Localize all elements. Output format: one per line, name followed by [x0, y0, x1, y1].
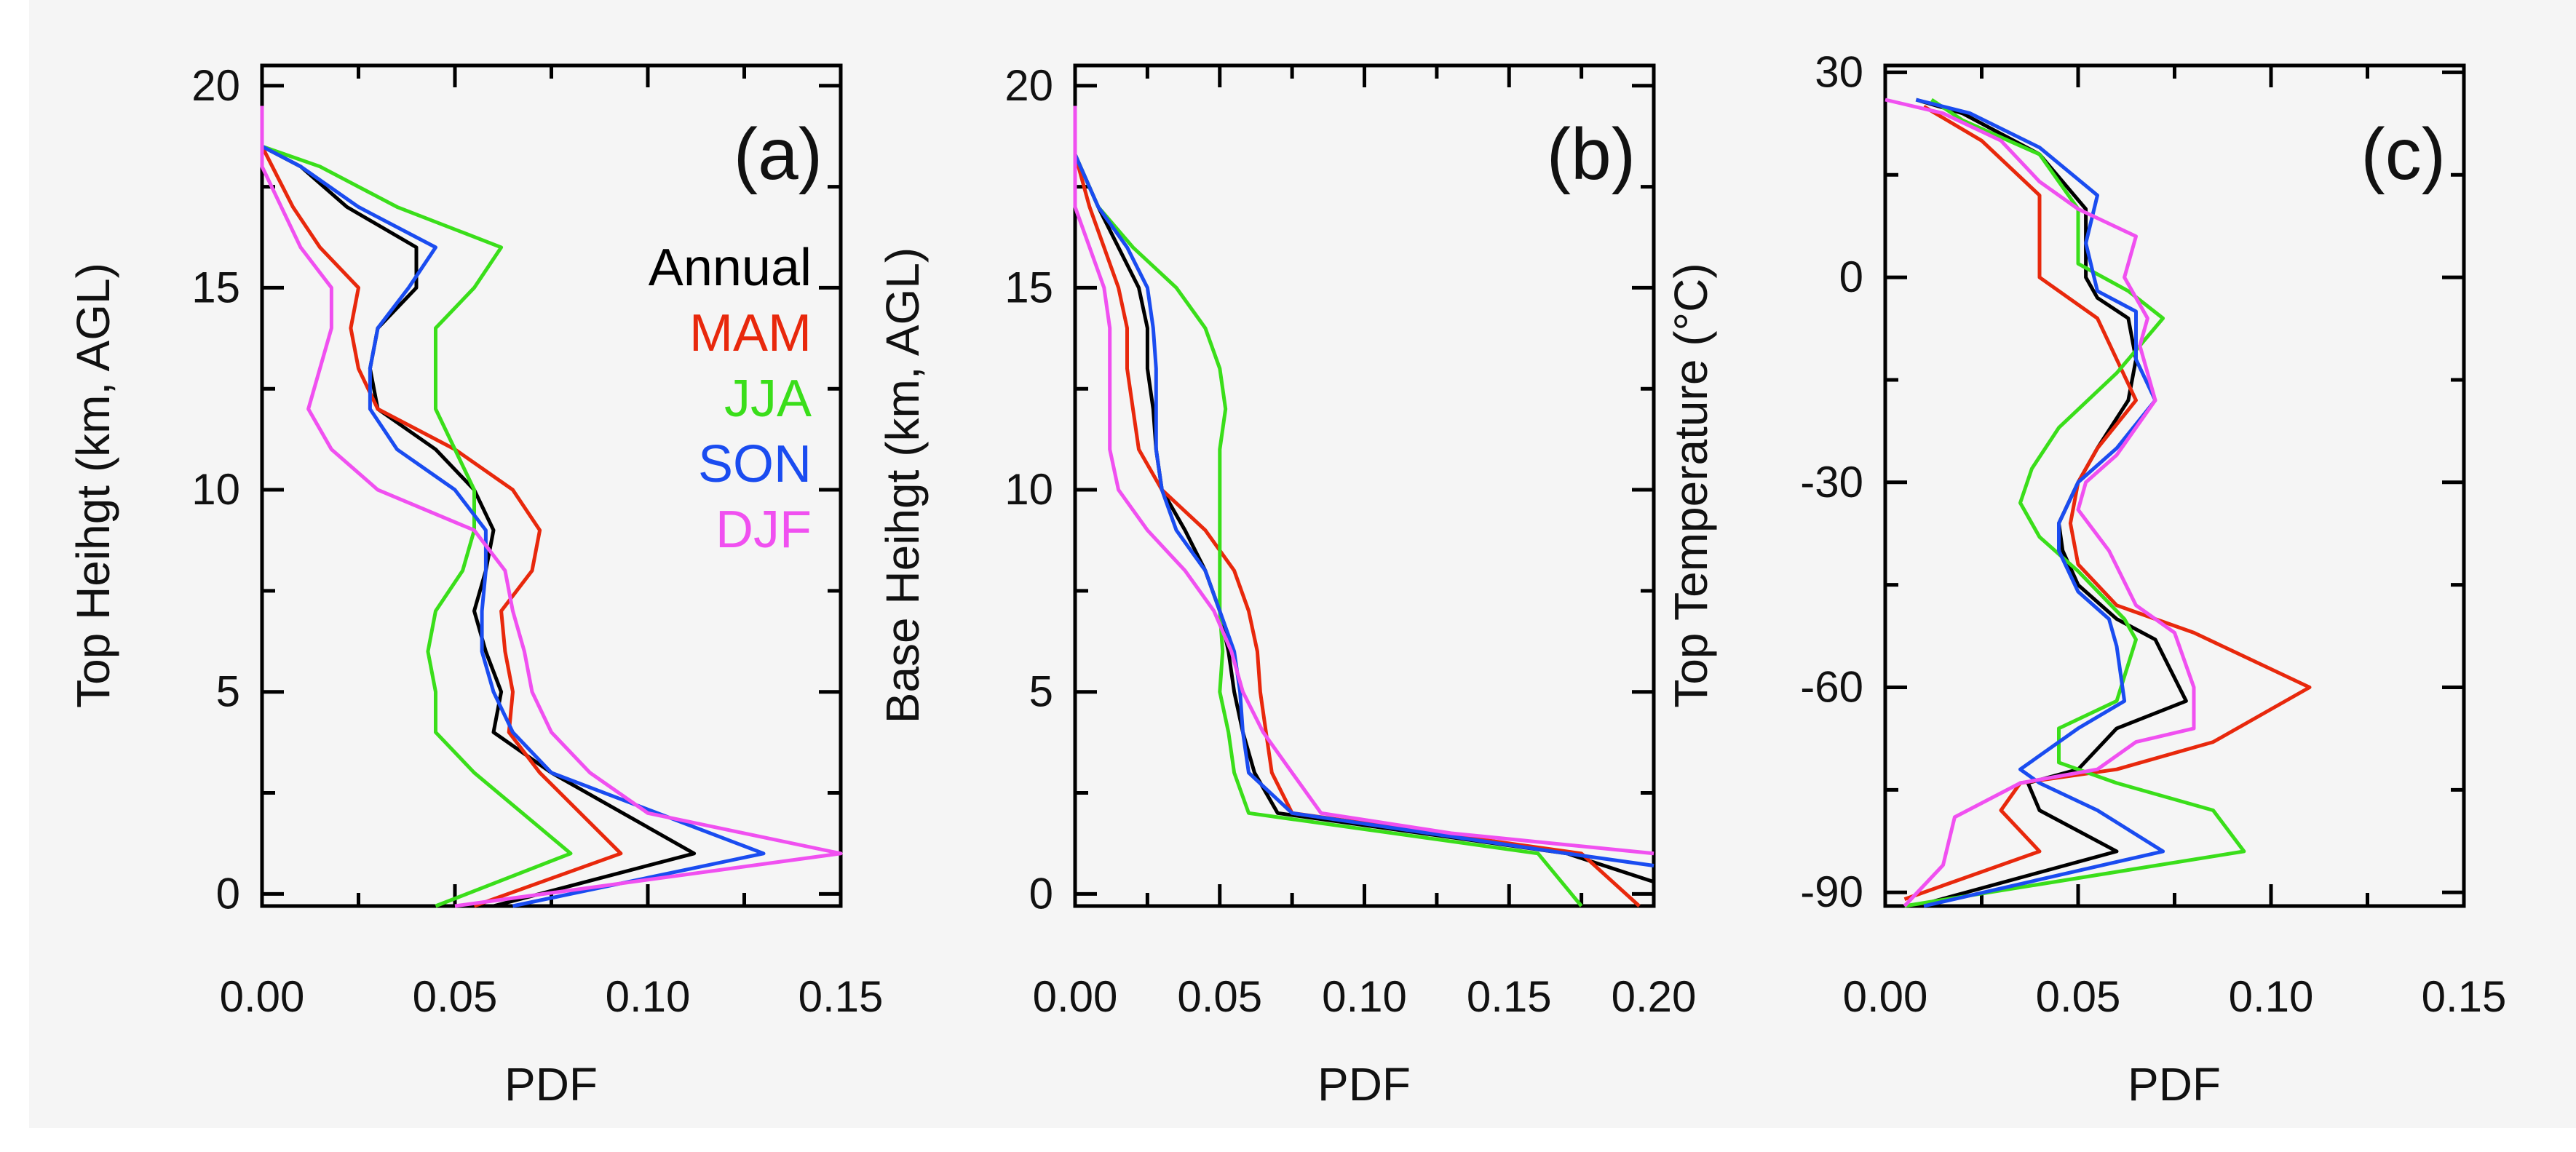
panel-c-x-tick-label: 0.00: [1843, 972, 1928, 1021]
panel-a-y-tick-label: 20: [191, 61, 240, 110]
panel-a-y-tick-label: 15: [191, 263, 240, 311]
panel-a-x-tick-labels: 0.00 0.05 0.10 0.15: [220, 972, 884, 1021]
panel-b-series-line-mam: [1073, 154, 1641, 907]
panel-a-x-axis-title: PDF: [504, 1058, 598, 1111]
figure-background: [29, 0, 2576, 1128]
panel-a-y-tick-label: 10: [191, 465, 240, 514]
legend-entry-mam: MAM: [689, 304, 812, 362]
panel-a-y-tick-labels: 0 5 10 15 20: [191, 61, 240, 918]
panel-b-y-tick-label: 15: [1004, 263, 1053, 311]
panel-a-series-line-mam: [260, 145, 623, 908]
legend: Annual MAM JJA SON DJF: [649, 239, 812, 559]
panel-b-x-tick-label: 0.10: [1322, 972, 1407, 1021]
panel-c-series-line-djf: [1885, 98, 2196, 907]
panel-a: 0.00 0.05 0.10 0.15 0 5 10 15 20 PDF Top Heihgt…: [67, 61, 883, 1111]
panel-a-x-tick-label: 0.15: [798, 972, 884, 1021]
panel-b-y-tick-label: 10: [1004, 465, 1053, 514]
panel-c-series: [1885, 98, 2312, 908]
panel-c-y-tick-label: 0: [1839, 253, 1863, 301]
panel-a-x-tick-label: 0.10: [606, 972, 691, 1021]
panel-a-series: [260, 106, 843, 908]
panel-c-label: (c): [2361, 114, 2446, 195]
panel-c-x-tick-label: 0.15: [2422, 972, 2507, 1021]
panel-a-series-line-djf: [260, 106, 843, 908]
panel-c-y-axis-title: Top Temperature (°C): [1665, 263, 1717, 707]
panel-b-x-tick-label: 0.20: [1612, 972, 1697, 1021]
panel-c-x-axis-title: PDF: [2128, 1058, 2221, 1111]
panel-b-x-tick-label: 0.05: [1177, 972, 1262, 1021]
panel-a-ticks: [260, 65, 843, 906]
panel-b-x-tick-labels: 0.00 0.05 0.10 0.15 0.20: [1033, 972, 1697, 1021]
panel-a-label: (a): [734, 114, 823, 195]
panel-b-y-axis-title: Base Heihgt (km, AGL): [876, 247, 929, 723]
panel-b-x-tick-label: 0.00: [1033, 972, 1118, 1021]
panel-c-y-tick-label: -30: [1800, 458, 1863, 507]
panel-b-y-tick-label: 0: [1029, 869, 1053, 918]
panel-b-label: (b): [1547, 114, 1636, 195]
panel-a-x-tick-label: 0.05: [413, 972, 498, 1021]
panel-c-y-tick-label: -90: [1800, 867, 1863, 916]
panel-b-x-axis-title: PDF: [1317, 1058, 1411, 1111]
panel-b-y-tick-label: 5: [1029, 667, 1053, 716]
panel-c-series-line-son: [1915, 98, 2165, 908]
panel-a-y-tick-label: 5: [216, 667, 240, 716]
panel-a-series-line-jja: [261, 144, 573, 908]
panel-b-ticks: [1073, 65, 1656, 906]
legend-entry-son: SON: [698, 435, 812, 493]
panel-b-series: [1073, 106, 1654, 907]
panel-c-y-tick-label: 30: [1815, 47, 1863, 96]
panel-b-series-line-son: [1073, 154, 1654, 867]
panel-c-ticks: [1883, 65, 2466, 906]
panel-c: 0.00 0.05 0.10 0.15 -90 -60 -30 0 30 PDF Top Te…: [1665, 47, 2506, 1111]
panel-b-series-line-annual: [1073, 154, 1654, 884]
panel-c-x-tick-label: 0.10: [2229, 972, 2314, 1021]
panel-c-y-tick-label: -60: [1800, 663, 1863, 712]
panel-b-series-line-djf: [1073, 106, 1654, 856]
panel-b-series-line-jja: [1073, 154, 1583, 907]
panel-a-series-line-son: [261, 144, 766, 908]
panel-c-y-tick-labels: -90 -60 -30 0 30: [1800, 47, 1863, 916]
panel-a-x-tick-label: 0.00: [220, 972, 305, 1021]
panel-b-x-tick-label: 0.15: [1467, 972, 1552, 1021]
legend-entry-jja: JJA: [724, 370, 812, 428]
panel-a-y-tick-label: 0: [216, 869, 240, 918]
panel-b-y-tick-label: 20: [1004, 61, 1053, 110]
legend-entry-djf: DJF: [716, 501, 812, 559]
panel-b-y-tick-labels: 0 5 10 15 20: [1004, 61, 1053, 918]
panel-b: 0.00 0.05 0.10 0.15 0.20 0 5 10 15 20 PDF Base H…: [876, 61, 1696, 1111]
panel-c-x-tick-label: 0.05: [2036, 972, 2121, 1021]
panel-a-y-axis-title: Top Heihgt (km, AGL): [67, 263, 119, 708]
panel-c-x-tick-labels: 0.00 0.05 0.10 0.15: [1843, 972, 2507, 1021]
legend-entry-annual: Annual: [649, 239, 812, 297]
